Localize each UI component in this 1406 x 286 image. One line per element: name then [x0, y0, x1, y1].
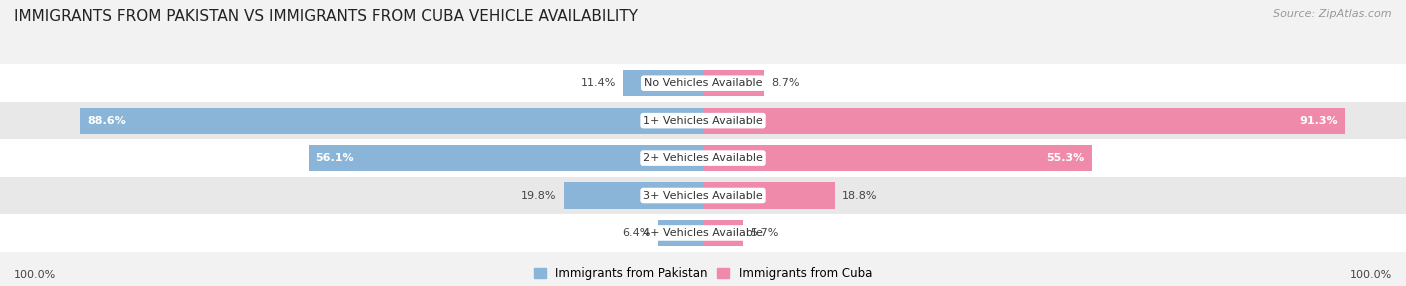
Bar: [703, 108, 1344, 134]
Text: 11.4%: 11.4%: [581, 78, 616, 88]
Bar: [703, 145, 1092, 171]
Text: 88.6%: 88.6%: [87, 116, 127, 126]
Text: Source: ZipAtlas.com: Source: ZipAtlas.com: [1274, 9, 1392, 19]
Text: 1+ Vehicles Available: 1+ Vehicles Available: [643, 116, 763, 126]
Text: 6.4%: 6.4%: [623, 228, 651, 238]
Bar: [703, 182, 835, 208]
Text: 18.8%: 18.8%: [842, 190, 877, 200]
Text: No Vehicles Available: No Vehicles Available: [644, 78, 762, 88]
Text: 4+ Vehicles Available: 4+ Vehicles Available: [643, 228, 763, 238]
Text: 91.3%: 91.3%: [1299, 116, 1339, 126]
Text: 5.7%: 5.7%: [751, 228, 779, 238]
Text: 3+ Vehicles Available: 3+ Vehicles Available: [643, 190, 763, 200]
Text: 19.8%: 19.8%: [522, 190, 557, 200]
Bar: [623, 70, 703, 96]
Bar: [0, 177, 1406, 214]
Bar: [0, 139, 1406, 177]
Bar: [308, 145, 703, 171]
Text: IMMIGRANTS FROM PAKISTAN VS IMMIGRANTS FROM CUBA VEHICLE AVAILABILITY: IMMIGRANTS FROM PAKISTAN VS IMMIGRANTS F…: [14, 9, 638, 23]
Text: 55.3%: 55.3%: [1046, 153, 1085, 163]
Bar: [564, 182, 703, 208]
Bar: [703, 220, 742, 246]
Text: 8.7%: 8.7%: [772, 78, 800, 88]
Bar: [658, 220, 703, 246]
Text: 100.0%: 100.0%: [14, 270, 56, 279]
Text: 2+ Vehicles Available: 2+ Vehicles Available: [643, 153, 763, 163]
Legend: Immigrants from Pakistan, Immigrants from Cuba: Immigrants from Pakistan, Immigrants fro…: [534, 267, 872, 280]
Bar: [0, 102, 1406, 139]
Bar: [0, 214, 1406, 252]
Bar: [80, 108, 703, 134]
Text: 100.0%: 100.0%: [1350, 270, 1392, 279]
Bar: [0, 64, 1406, 102]
Bar: [703, 70, 765, 96]
Text: 56.1%: 56.1%: [315, 153, 354, 163]
